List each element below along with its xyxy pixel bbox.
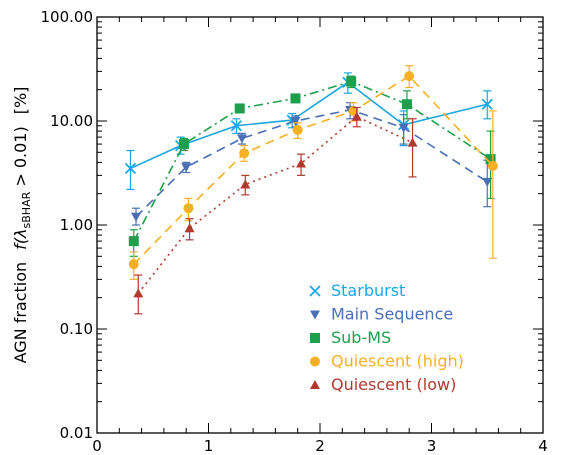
x-tick-label: 1 [204,437,214,455]
data-point [482,177,493,187]
x-tick-label: 0 [92,437,102,455]
data-point [128,259,139,270]
series-sub-ms [128,75,496,257]
data-point [407,137,418,147]
legend-label: Quiescent (low) [331,375,456,394]
y-axis-title: AGN fractionf(λsBHAR > 0.01)[%] [11,87,33,364]
legend-marker [310,380,320,389]
x-tick-label: 3 [427,437,437,455]
legend: Starburst Main Sequence Sub-MS Quiescent (h… [309,281,464,394]
data-point [230,120,243,132]
legend-label: Main Sequence [331,305,453,324]
legend-marker [310,310,320,320]
data-point [346,76,357,87]
data-point [128,236,139,247]
y-tick-label: 0.01 [60,424,93,442]
data-point [351,111,362,121]
data-point [239,148,250,159]
legend-marker [309,285,321,297]
data-point [404,71,415,82]
series-line [133,75,494,265]
x-tick-label: 2 [315,437,325,455]
legend-item-quiescent-low: Quiescent (low) [310,375,456,394]
axes: 0 1 2 3 4 0.01 0.10 1.00 10.00 100.00 [41,8,548,455]
data-point [481,98,493,110]
series-quiescent-high [128,65,498,280]
data-point [133,288,144,298]
legend-item-quiescent-high: Quiescent (high) [310,352,464,371]
data-point [178,139,189,150]
legend-label: Sub-MS [331,328,391,347]
data-point [296,158,307,168]
y-tick-label: 100.00 [41,8,94,26]
legend-marker [310,333,320,343]
series-quiescent-low [133,106,418,315]
data-point [236,134,247,144]
plot-frame [96,16,544,434]
data-point [401,99,412,110]
data-point [131,212,142,222]
data-point [398,123,409,133]
data-point [184,223,195,233]
y-tick-label: 10.00 [50,112,93,130]
data-point [124,162,137,175]
data-point [234,103,245,114]
legend-item-sub-ms: Sub-MS [310,328,391,347]
legend-item-main-sequence: Main Sequence [310,305,453,324]
legend-marker [310,356,320,367]
y-tick-label: 1.00 [60,216,93,234]
x-tick-label: 4 [538,437,548,455]
data-point [240,179,251,189]
legend-label: Quiescent (high) [331,352,464,371]
data-point [181,163,192,173]
legend-label: Starburst [331,281,405,300]
data-point [183,203,194,214]
legend-item-starburst: Starburst [309,281,405,300]
data-point [485,154,496,165]
data-point [292,124,303,135]
y-tick-label: 0.10 [60,320,93,338]
data-point [290,117,301,126]
data-point [290,93,301,104]
data-point [487,160,498,171]
data-series [124,65,498,315]
